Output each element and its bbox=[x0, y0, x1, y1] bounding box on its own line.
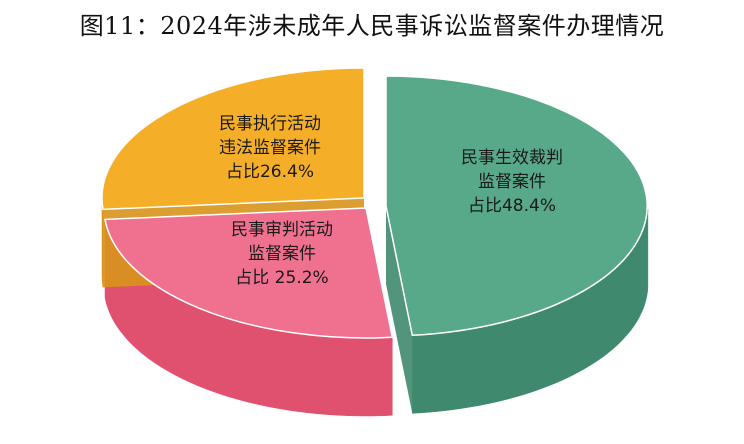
pie-slice-side-2 bbox=[101, 198, 104, 288]
slice-label-2-line-1: 违法监督案件 bbox=[219, 138, 321, 158]
slice-label-1-line-0: 民事审判活动 bbox=[231, 220, 333, 240]
slice-label-2-line-2: 占比26.4% bbox=[226, 162, 314, 182]
slice-label-0-line-0: 民事生效裁判 bbox=[461, 148, 563, 168]
slice-label-0-line-1: 监督案件 bbox=[478, 172, 546, 192]
pie-slice-cut-0-1 bbox=[386, 206, 413, 414]
chart-title: 图11：2024年涉未成年人民事诉讼监督案件办理情况 bbox=[79, 12, 665, 40]
pie-slice-0 bbox=[385, 75, 648, 337]
slice-label-0-line-2: 占比48.4% bbox=[468, 196, 556, 216]
slice-label-1-line-2: 占比 25.2% bbox=[235, 268, 328, 288]
slice-label-1-line-1: 监督案件 bbox=[248, 244, 316, 264]
pie-slice-1 bbox=[104, 207, 394, 339]
pie-tops: 民事生效裁判监督案件占比48.4%民事审判活动监督案件占比 25.2%民事执行活… bbox=[101, 67, 648, 339]
slice-label-2: 民事执行活动违法监督案件占比26.4% bbox=[219, 114, 321, 182]
slice-label-0: 民事生效裁判监督案件占比48.4% bbox=[461, 148, 563, 216]
pie-slice-2 bbox=[101, 67, 365, 211]
slice-label-1: 民事审判活动监督案件占比 25.2% bbox=[231, 220, 333, 288]
slice-label-2-line-0: 民事执行活动 bbox=[219, 114, 321, 134]
